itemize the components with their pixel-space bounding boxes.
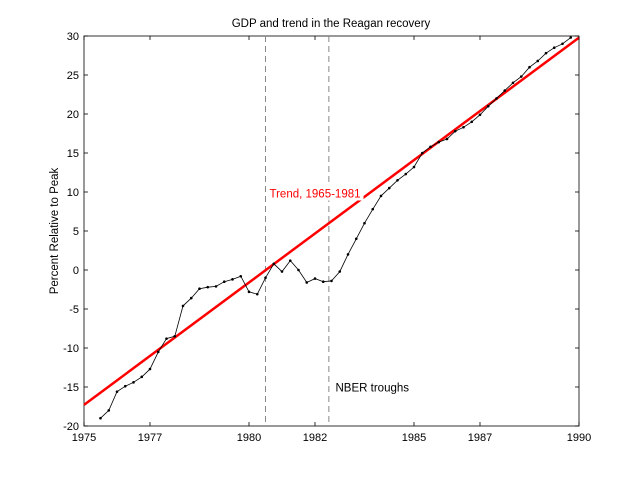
gdp-point (437, 140, 441, 144)
gdp-point (445, 137, 449, 141)
gdp-point (462, 125, 465, 129)
gdp-point (305, 281, 309, 284)
y-tick-label: 0 (73, 265, 79, 277)
gdp-point (404, 172, 408, 176)
gdp-point (561, 42, 564, 46)
gdp-point (239, 274, 243, 278)
gdp-point (354, 237, 358, 241)
gdp-point (503, 89, 507, 92)
trend-label: Trend, 1965-1981 (270, 188, 361, 200)
gdp-point (272, 262, 276, 266)
gdp-point (206, 285, 210, 289)
x-tick-label: 1985 (402, 432, 426, 444)
gdp-point (165, 337, 168, 340)
ticks-layer: 1975 1977 1980 1982 1985 1987 1990 30 25 20 15 10 5 0… (63, 31, 591, 444)
y-tick-label: 30 (67, 31, 79, 43)
x-tick-label: 1990 (567, 432, 591, 444)
x-tick-label: 1980 (237, 432, 261, 444)
y-tick-label: 15 (67, 148, 79, 160)
gdp-point (231, 278, 234, 281)
gdp-point (346, 253, 350, 256)
gdp-point (330, 279, 333, 283)
y-axis-label: Percent Relative to Peak (49, 167, 61, 294)
gdp-point (313, 277, 317, 280)
gdp-point (115, 390, 119, 393)
gdp-point (552, 46, 556, 49)
y-tick-label: 10 (67, 187, 79, 199)
gdp-point (280, 270, 284, 273)
gdp-point (528, 65, 531, 69)
gdp-point (511, 81, 515, 85)
gdp-point (107, 409, 111, 412)
chart-title: GDP and trend in the Reagan recovery (232, 18, 431, 30)
gdp-point (495, 97, 498, 100)
gdp-point (363, 221, 366, 225)
gdp-point (453, 129, 457, 133)
x-tick-label: 1977 (138, 432, 162, 444)
y-tick-label: 5 (73, 226, 79, 238)
gdp-point (387, 186, 391, 190)
gdp-point (189, 296, 193, 300)
gdp-point (297, 268, 300, 272)
gdp-point (470, 120, 474, 124)
y-tick-label: 20 (67, 109, 79, 121)
gdp-point (247, 290, 251, 294)
vline-layer (265, 36, 330, 426)
gdp-point (371, 207, 375, 211)
gdp-point (264, 276, 267, 280)
series-layer (83, 36, 580, 420)
gdp-point (321, 280, 325, 284)
plot-area (83, 35, 580, 427)
gdp-point (486, 104, 490, 108)
gdp-point (429, 145, 432, 149)
gdp-point (420, 151, 424, 155)
y-tick-label: 25 (67, 70, 79, 82)
gdp-point (132, 381, 135, 384)
gdp-point (396, 179, 399, 182)
gdp-point (379, 194, 383, 198)
gdp-point (536, 59, 540, 63)
gdp-point (569, 36, 573, 39)
gdp-point (173, 335, 177, 338)
gdp-point (519, 75, 523, 78)
gdp-point (123, 384, 127, 388)
gdp-point (222, 280, 226, 284)
y-tick-label: -20 (63, 421, 79, 433)
gdp-point (288, 259, 292, 262)
gdp-line (100, 37, 572, 419)
gdp-point (214, 285, 218, 288)
gdp-point (99, 416, 102, 420)
y-tick-label: -5 (69, 304, 79, 316)
gdp-point (198, 287, 201, 291)
gdp-point (181, 304, 185, 308)
gdp-point (544, 51, 548, 55)
trend-label-backdrop (267, 185, 364, 201)
gdp-point (478, 113, 482, 117)
gdp-point (140, 375, 144, 379)
nber-troughs-label: NBER troughs (336, 383, 410, 395)
y-tick-label: -15 (63, 382, 79, 394)
x-tick-label: 1975 (72, 432, 96, 444)
gdp-point (338, 270, 342, 273)
x-tick-label: 1987 (468, 432, 492, 444)
annotation-layer: Trend, 1965-1981 NBER troughs (267, 185, 410, 395)
x-tick-label: 1982 (303, 432, 327, 444)
gdp-point (255, 292, 259, 296)
gdp-point (148, 367, 152, 371)
gdp-point (412, 165, 416, 169)
gdp-point (156, 350, 160, 354)
y-tick-label: -10 (63, 343, 79, 355)
